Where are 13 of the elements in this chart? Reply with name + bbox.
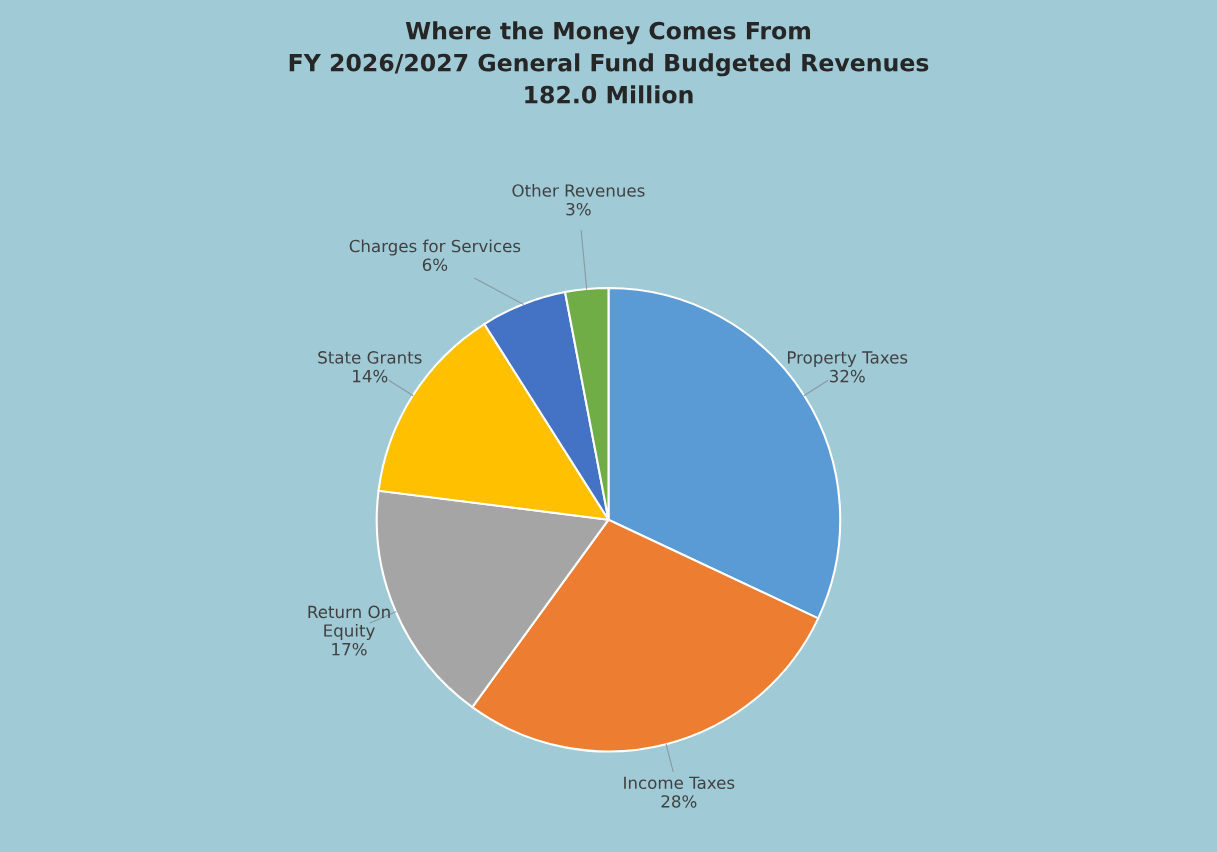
- slice-label: Income Taxes: [624, 776, 735, 790]
- slice-label: Property Taxes: [787, 351, 908, 367]
- data-label: 3%: [566, 202, 591, 216]
- data-label: 17%: [332, 642, 367, 656]
- data-label: 6%: [422, 258, 448, 272]
- slice-label: Charges for Services: [349, 239, 521, 256]
- slice-label: State Grants: [318, 351, 422, 364]
- slice-label: Return On Equity: [308, 605, 390, 641]
- chart-title: Where the Money Comes From FY 2026/2027 General Fund Budgeted Revenues 182.0 Million: [289, 21, 929, 104]
- data-label: 14%: [353, 369, 388, 383]
- slice-label: Other Revenues: [512, 183, 645, 197]
- data-label: 32%: [829, 369, 865, 383]
- data-label: 28%: [661, 795, 697, 808]
